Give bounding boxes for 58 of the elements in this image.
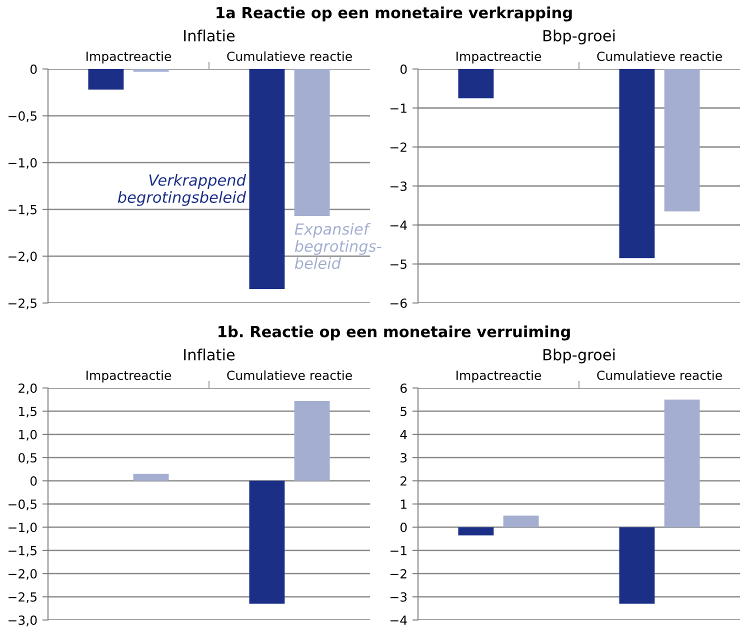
y-tick-label: 2	[400, 476, 406, 486]
bar	[664, 400, 700, 528]
y-tick-label: 1,0	[19, 430, 37, 441]
chart-title: 1a Reactie op een monetaire verkrapping	[216, 6, 572, 22]
y-tick-label: −2,0	[8, 252, 37, 262]
chart-subtitle: Inflatie	[184, 30, 235, 42]
chart-subtitle: Inflatie	[184, 348, 235, 360]
y-tick-label: 3	[400, 453, 407, 463]
bar	[294, 400, 330, 481]
x-tick-label: Cumulatieve reactie	[227, 51, 352, 62]
chart-subtitle: Bbp-groei	[543, 348, 615, 364]
y-tick-label: −2,5	[8, 592, 36, 603]
x-tick-label: Impactreactie	[86, 51, 172, 64]
y-tick-label: −4	[390, 616, 407, 625]
bar	[503, 516, 539, 528]
y-tick-label: 0	[30, 476, 37, 486]
y-tick-label: −2,0	[8, 569, 37, 580]
y-tick-label: −3	[390, 592, 407, 602]
bar	[619, 527, 655, 604]
y-tick-label: −1,0	[8, 158, 37, 169]
y-tick-label: −0,5	[8, 111, 36, 122]
x-tick-label: Impactreactie	[456, 51, 542, 64]
x-tick-label: Cumulatieve reactie	[597, 51, 722, 62]
y-tick-label: 5	[400, 406, 406, 416]
y-tick-label: 0,5	[18, 453, 36, 464]
series-label: Expansief begrotings- beleid	[294, 222, 382, 270]
x-tick-label: Cumulatieve reactie	[227, 370, 352, 380]
y-tick-label: −3,0	[8, 615, 37, 626]
chart-subtitle: Bbp-groei	[543, 30, 615, 44]
x-tick-label: Impactreactie	[456, 370, 542, 382]
y-tick-label: −2	[390, 142, 406, 152]
y-tick-label: −5	[390, 260, 406, 269]
y-tick-label: 1,5	[19, 406, 36, 418]
y-tick-label: 0	[30, 64, 37, 74]
bar	[249, 480, 285, 604]
y-tick-label: 4	[400, 430, 407, 440]
y-tick-label: −1	[390, 546, 406, 556]
y-tick-label: −1	[390, 104, 406, 113]
y-tick-label: −3	[390, 181, 407, 191]
y-tick-label: −4	[390, 220, 407, 230]
y-tick-label: −1,5	[8, 546, 36, 557]
y-tick-label: 0	[400, 522, 407, 532]
chart-title: 1b. Reactie op een monetaire verruiming	[218, 326, 570, 340]
x-tick-label: Impactreactie	[86, 370, 172, 382]
y-tick-label: −2	[390, 569, 406, 578]
y-tick-label: −0,5	[8, 499, 36, 510]
x-tick-label: Cumulatieve reactie	[597, 370, 722, 380]
series-label: Verkrappend begrotingsbeleid	[118, 174, 246, 206]
bar	[458, 527, 494, 536]
y-tick-label: −6	[390, 298, 407, 308]
y-tick-label: 2,0	[18, 383, 37, 394]
y-tick-label: −1,5	[8, 205, 36, 216]
y-tick-label: 6	[400, 383, 407, 393]
bar	[133, 474, 169, 481]
y-tick-label: −2,5	[8, 298, 36, 310]
y-tick-label: 0	[400, 64, 407, 74]
y-tick-label: −1,0	[8, 522, 37, 534]
y-tick-label: 1	[401, 500, 406, 509]
